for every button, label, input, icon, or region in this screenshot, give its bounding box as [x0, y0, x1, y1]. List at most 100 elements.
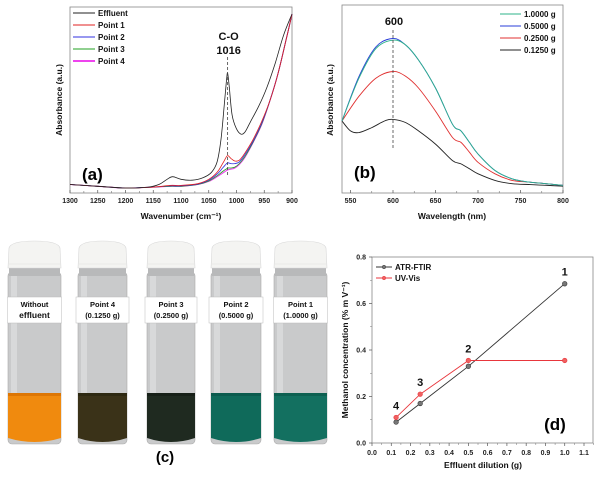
- vial-label-box: [144, 296, 198, 324]
- panel-d-series-uv-vis: [395, 360, 565, 418]
- vial-glare: [11, 276, 17, 436]
- vial-neck: [148, 268, 194, 276]
- panel-d-label: (d): [544, 415, 566, 434]
- panel-a-legend-label: Effluent: [98, 9, 128, 18]
- panel-a-annotation-value: 1016: [216, 45, 240, 57]
- panel-d-xtick-label: 0.6: [483, 450, 493, 457]
- panel-a-xtick-label: 1150: [146, 198, 161, 205]
- panel-d-legend-label: ATR-FTIR: [395, 263, 432, 272]
- panel-a-xtick-label: 1300: [62, 198, 78, 205]
- vial-cap: [77, 240, 128, 269]
- panel-d-point-atr-ftir: [417, 400, 423, 407]
- panel-b-uvvis-chart: 550 600 650 700 750 800 600 1.0000 g 0.5000 g 0…: [325, 4, 569, 221]
- panel-d-legend-marker: [381, 264, 387, 270]
- panel-a-legend-label: Point 1: [98, 21, 125, 30]
- panel-b-xtick-label: 700: [472, 198, 484, 205]
- vial: Point 1 (1.0000 g): [273, 240, 328, 445]
- panel-a-label: (a): [82, 165, 103, 184]
- panel-b-series-02500: [341, 71, 564, 186]
- panel-d-legend-marker: [381, 275, 387, 281]
- panel-b-annotation-value: 600: [385, 16, 403, 28]
- vial-label-line2: (0.2500 g): [154, 311, 189, 320]
- panel-a-series-point-1: [69, 13, 293, 189]
- panel-d-xtick-label: 0.3: [425, 450, 435, 457]
- panel-b-series-10000: [341, 39, 564, 186]
- panel-d-point-label: 4: [393, 400, 400, 412]
- vial-liquid: [274, 393, 327, 442]
- panel-a-xtick-label: 950: [258, 198, 270, 205]
- vial-liquid: [8, 393, 61, 442]
- panel-d-point-uv-vis: [393, 414, 399, 421]
- vial-neck: [79, 268, 126, 276]
- vial-liquid: [211, 393, 261, 442]
- vial-neck: [9, 268, 60, 276]
- panel-d-ytick-label: 0.0: [356, 441, 366, 448]
- vial-cap: [7, 240, 62, 269]
- panel-a-ylabel: Absorbance (a.u.): [54, 64, 64, 136]
- panel-b-legend-label: 1.0000 g: [524, 10, 556, 19]
- panel-d-ytick-label: 0.8: [356, 255, 366, 262]
- panel-d-point-label: 1: [562, 267, 568, 279]
- panel-a-xlabel: Wavenumber (cm⁻¹): [141, 211, 222, 221]
- panel-b-legend-label: 0.5000 g: [524, 22, 556, 31]
- panel-d-xlabel: Effluent dilution (g): [444, 460, 522, 470]
- vial-label-box: [75, 296, 130, 324]
- panel-d-xtick-label: 0.8: [521, 450, 531, 457]
- panel-d-ytick-label: 0.2: [356, 394, 366, 401]
- vial-cap: [210, 240, 262, 269]
- panel-d-xtick-label: 0.9: [541, 450, 551, 457]
- vial-label-line1: Point 3: [158, 300, 183, 309]
- panel-a-xtick-label: 1200: [118, 198, 134, 205]
- panel-b-xtick-label: 650: [430, 198, 442, 205]
- panel-d-ylabel: Methanol concentration (% m V⁻¹): [340, 281, 350, 418]
- panel-b-legend-label: 0.1250 g: [524, 46, 556, 55]
- vial-label-line2: (0.5000 g): [219, 311, 254, 320]
- panel-d-ytick-label: 0.4: [356, 348, 366, 355]
- vial-liquid: [147, 393, 195, 442]
- vial-meniscus: [274, 393, 327, 396]
- panel-a-annotation-label: C-O: [219, 31, 240, 43]
- panel-d-xtick-label: 0.2: [406, 450, 416, 457]
- vial-cap: [273, 240, 328, 269]
- panel-d-xtick-label: 1.0: [560, 450, 570, 457]
- panel-d-point-uv-vis: [465, 357, 471, 364]
- vial-label-box: [273, 296, 328, 324]
- panel-a-ftir-chart: 1300 1250 1200 1150 1100 1050 1000 950 900 C-O 1…: [54, 6, 298, 221]
- panel-d-xtick-label: 0.1: [386, 450, 396, 457]
- vial-glare: [277, 276, 283, 436]
- panel-a-xtick-label: 1100: [173, 198, 188, 205]
- panel-d-xtick-label: 0.0: [367, 450, 377, 457]
- panel-d-methanol-chart: 0.0 0.1 0.2 0.3 0.4 0.5 0.6 0.7 0.8 0.9 1.0 1.1 0.0 0…: [340, 255, 594, 470]
- panel-a-xtick-label: 900: [286, 198, 298, 205]
- panel-d-point-uv-vis: [417, 391, 423, 397]
- panel-a-legend-label: Point 2: [98, 33, 125, 42]
- panel-d-xtick-label: 0.7: [502, 450, 512, 457]
- vial-label-line1: Without: [21, 300, 49, 309]
- vial-label-line1: Point 4: [90, 300, 116, 309]
- vial: Point 2 (0.5000 g): [208, 240, 264, 445]
- vial-neck: [212, 268, 260, 276]
- panel-a-xtick-label: 1250: [90, 198, 106, 205]
- panel-d-point-uv-vis: [562, 357, 568, 364]
- panel-d-point-label: 3: [417, 377, 423, 389]
- panel-d-point-atr-ftir: [393, 419, 399, 425]
- vial-glare: [81, 276, 87, 436]
- panel-a-legend-label: Point 3: [98, 45, 125, 54]
- panel-d-xtick-label: 0.4: [444, 450, 454, 457]
- panel-d-ytick-label: 0.6: [356, 301, 366, 308]
- panel-b-legend-label: 0.2500 g: [524, 34, 556, 43]
- panel-d-point-label: 2: [465, 343, 471, 355]
- vial-meniscus: [211, 393, 261, 396]
- vial-label-line2: (0.1250 g): [85, 311, 120, 320]
- panel-a-series-effluent: [69, 13, 293, 189]
- vial-neck: [275, 268, 326, 276]
- vial-glare: [214, 276, 220, 436]
- panel-c-label: (c): [156, 449, 174, 466]
- panel-b-xlabel: Wavelength (nm): [418, 211, 486, 221]
- vial-label-line2: (1.0000 g): [283, 311, 318, 320]
- panel-b-xtick-label: 750: [515, 198, 527, 205]
- vial-label-box: [208, 296, 264, 324]
